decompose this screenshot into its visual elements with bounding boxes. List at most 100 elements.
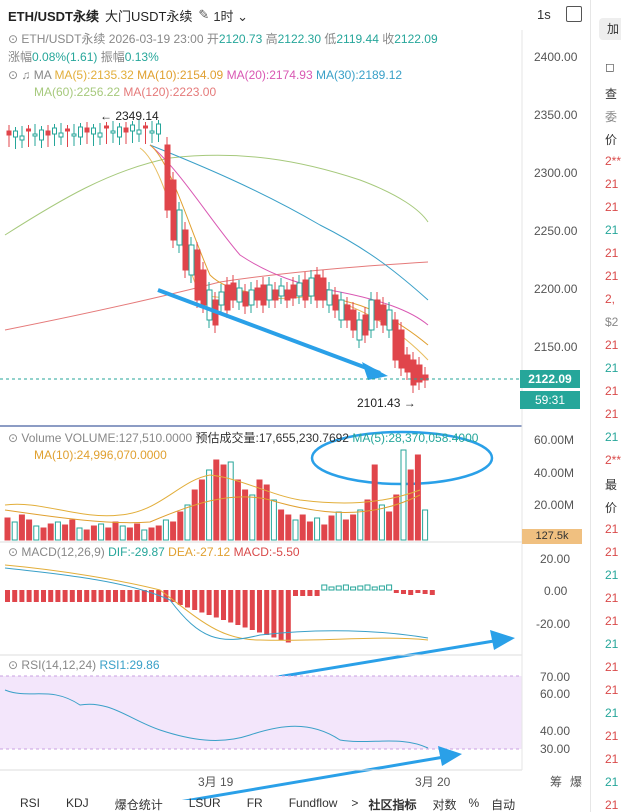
volume-bar [285,514,292,541]
contract-type[interactable]: 大门USDT永续 [105,8,193,24]
candle-body [206,289,213,321]
price-tick: 2400.00 [534,50,578,64]
tab-fr[interactable]: FR [246,796,263,810]
order-book-cell: 21 [605,568,619,582]
macd-bar [307,590,313,596]
tab-kdj[interactable]: KDJ [66,796,89,810]
volume-bar [364,499,371,541]
fullscreen-icon[interactable] [566,6,582,22]
volume-bar [249,494,256,541]
macd-bar [170,590,176,602]
candle-body [84,127,90,133]
ohlc-line: ⊙ ETH/USDT永续 2026-03-19 23:00 开2120.73 高… [8,32,438,46]
volume-bar [270,499,277,541]
candle-body [404,354,411,373]
volume-bar [69,519,76,541]
liquidation-button[interactable]: 爆 [570,775,583,789]
volume-bar [227,461,234,541]
macd-bar [364,584,371,591]
volume-bar [357,509,364,541]
eye-icon[interactable]: ⊙ [8,68,19,82]
price-tick: 2300.00 [534,166,578,180]
candle-body [218,291,225,306]
macd-bar [77,590,82,602]
macd-bar [415,590,421,593]
tab-lsur[interactable]: LSUR [188,796,221,810]
order-book-cell: 2, [605,292,616,306]
macd-bar [257,590,262,633]
order-book-cell: 21 [605,384,619,398]
macd-bar [335,585,342,591]
candle-body [123,127,129,133]
order-book-cell: 2** [605,453,621,467]
tab-auto[interactable]: 自动 [491,798,516,812]
candle-body [26,128,31,132]
volume-bar [155,525,162,541]
rsi-tick: 40.00 [540,724,571,738]
volume-bar [335,511,342,541]
candle-body [110,130,116,134]
macd-bar [378,585,385,591]
volume-bar [314,517,321,541]
macd-bar [199,590,205,613]
volume-bar [40,527,47,541]
macd-bar [55,590,61,602]
high-marker: ← 2349.14 [100,109,159,123]
symbol-title[interactable]: ETH/USDT永续 [8,8,100,24]
order-book-cell: 21 [605,407,619,421]
candle-body [254,287,261,301]
volume-bar [414,454,421,541]
tab-log[interactable]: 对数 [432,798,457,812]
candle-body [350,309,357,331]
macd-bar [293,590,298,596]
tab-community[interactable]: 社区指标 [368,798,417,812]
candle-body [117,126,122,138]
volume-bar [278,509,285,541]
candle-body [104,125,109,129]
collapse-icon[interactable]: ⊙ [8,32,19,46]
order-book-cell: 2** [605,154,621,168]
candle-body [19,135,25,141]
timeframe-select[interactable]: 1时 ⌄ [213,8,249,24]
candle-body [272,289,279,301]
order-book-cell: $2 [605,315,619,329]
volume-bar [321,524,328,541]
tab-rsi[interactable]: RSI [20,796,41,810]
bell-icon[interactable]: ♫ [21,68,31,82]
volume-bar [206,469,213,541]
interval-1s[interactable]: 1s [537,7,551,22]
tab-liquidation-stats[interactable]: 爆仓统计 [114,798,163,812]
volume-bar [386,511,393,541]
tab-percent[interactable]: % [468,796,480,810]
edit-icon[interactable]: ✎ [198,7,210,22]
volume-bar [306,521,313,541]
macd-bar [19,590,25,602]
volume-bar [371,464,378,541]
candle-body [260,284,267,306]
volume-series [4,449,429,541]
candle-body [194,249,201,301]
volume-bar [342,519,349,541]
macd-bar [408,590,414,595]
macd-bar [62,590,68,602]
volume-bar [141,529,148,541]
chart-canvas[interactable] [0,0,590,800]
macd-bar [69,590,75,602]
volume-bar [26,519,33,541]
order-book-cell: 价 [605,501,618,515]
tab-more[interactable]: > [351,796,359,810]
candle-body [296,282,303,297]
macd-bar [342,584,349,591]
candle-body [224,284,231,311]
candle-body [380,304,387,326]
macd-bar [120,590,126,602]
tab-fundflow[interactable]: Fundflow [288,796,338,810]
chip-distribution-button[interactable]: 筹 [550,775,563,789]
macd-bar [300,590,306,596]
volume-bar [378,504,385,541]
macd-bar [357,585,364,591]
macd-bar [33,590,39,602]
add-button[interactable]: 加 [599,18,621,40]
candle-body [332,294,339,311]
macd-bar [41,590,46,602]
